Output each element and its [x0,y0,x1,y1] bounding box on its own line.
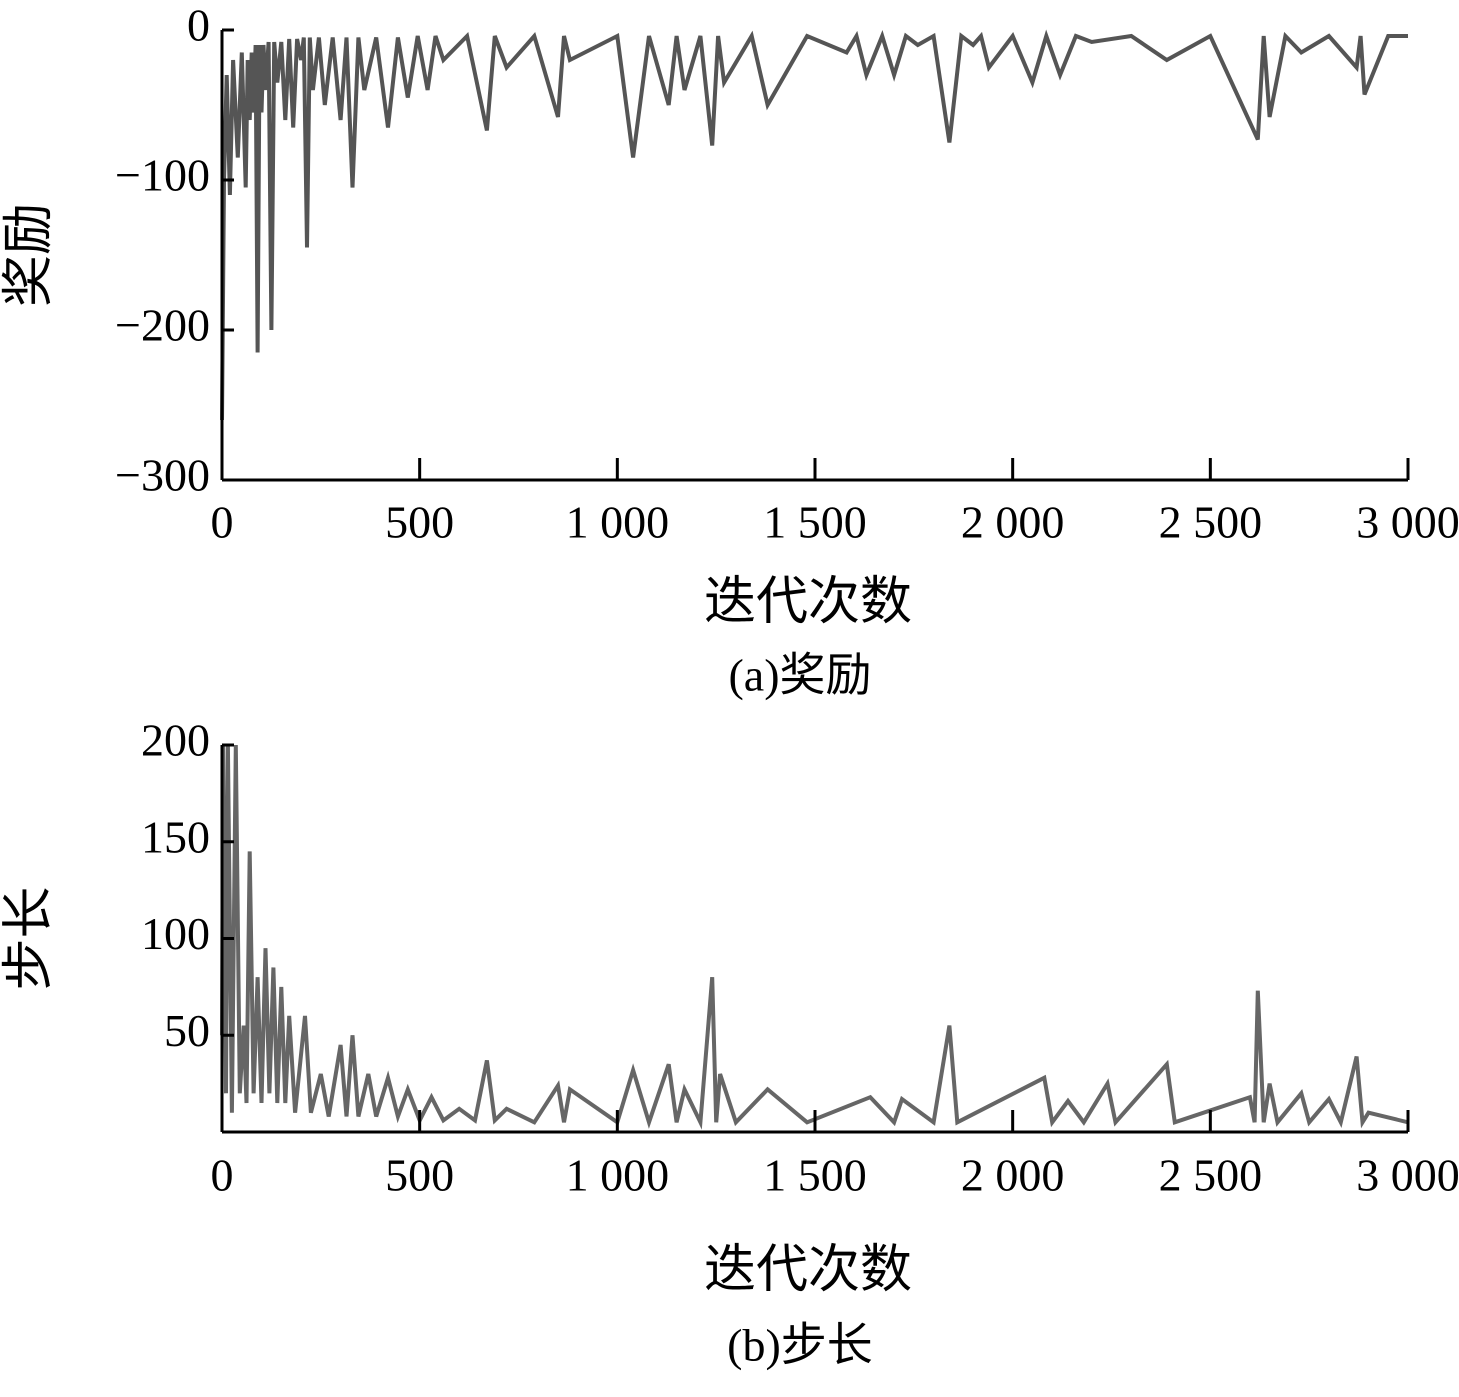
data-line [220,744,1409,1130]
x-tick-label: 500 [385,1150,454,1201]
x-tick-label: 0 [211,497,234,548]
caption: (a)奖励 [728,650,871,701]
x-tick-label: 3 000 [1356,497,1459,548]
x-tick-label: 2 000 [961,497,1065,548]
x-tick-label: 1 000 [566,497,670,548]
caption: (b)步长 [727,1320,873,1371]
x-tick-label: 500 [385,497,454,548]
x-tick-label: 1 500 [763,497,867,548]
y-tick-label: 200 [141,715,210,766]
x-tick-label: 0 [211,1150,234,1201]
y-tick-label: 150 [141,811,210,862]
y-tick-label: −300 [115,450,210,501]
y-tick-label: −100 [115,150,210,201]
y-axis-label: 步长 [1,886,58,990]
x-tick-label: 2 000 [961,1150,1065,1201]
y-tick-label: −200 [115,300,210,351]
data-line [220,29,1408,421]
y-tick-label: 100 [141,908,210,959]
y-tick-label: 0 [187,0,210,51]
x-tick-label: 2 500 [1159,1150,1263,1201]
x-axis-label: 迭代次数 [704,574,912,631]
x-tick-label: 1 500 [763,1150,867,1201]
x-tick-label: 2 500 [1159,497,1263,548]
y-axis-label: 奖励 [1,203,58,307]
x-tick-label: 3 000 [1356,1150,1459,1201]
x-axis-label: 迭代次数 [704,1242,912,1299]
y-tick-label: 50 [164,1005,210,1056]
x-tick-label: 1 000 [566,1150,670,1201]
